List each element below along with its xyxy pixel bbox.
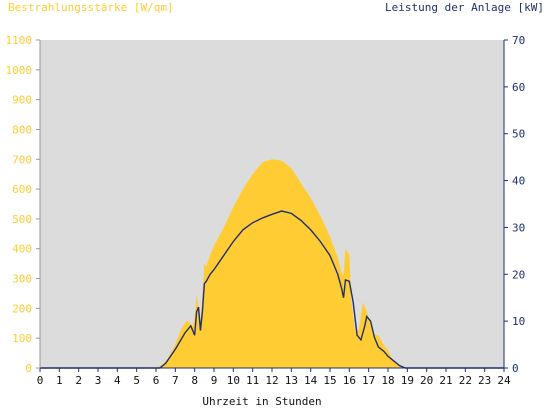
x-tick-label: 2 bbox=[75, 374, 82, 387]
x-tick-label: 1 bbox=[56, 374, 63, 387]
power-line bbox=[40, 210, 504, 369]
x-tick-label: 4 bbox=[114, 374, 121, 387]
x-tick-label: 13 bbox=[285, 374, 298, 387]
y-right-tick-label: 40 bbox=[512, 175, 525, 188]
y-left-tick-label: 800 bbox=[12, 123, 32, 136]
y-left-tick-label: 200 bbox=[12, 302, 32, 315]
y-left-tick-label: 100 bbox=[12, 332, 32, 345]
y-left-tick-group: 0 100 200 300 400 500 600 700 800 900 1000 1100 bbox=[6, 34, 40, 375]
x-tick-label: 12 bbox=[265, 374, 278, 387]
x-tick-label: 17 bbox=[362, 374, 375, 387]
x-tick-label: 5 bbox=[133, 374, 140, 387]
y-left-tick-label: 600 bbox=[12, 183, 32, 196]
x-tick-group: 0 1 2 3 4 5 6 7 8 9 10 11 12 13 14 15 16 17 18 19 20 21 22 23 24 bbox=[37, 368, 511, 387]
y-left-tick-label: 1000 bbox=[6, 64, 33, 77]
x-tick-label: 23 bbox=[478, 374, 491, 387]
x-tick-label: 21 bbox=[439, 374, 452, 387]
y-right-tick-label: 20 bbox=[512, 268, 525, 281]
y-right-tick-label: 30 bbox=[512, 221, 525, 234]
y-right-axis-title: Leistung der Anlage [kW] bbox=[385, 1, 544, 14]
x-tick-label: 20 bbox=[420, 374, 433, 387]
x-tick-label: 22 bbox=[459, 374, 472, 387]
x-tick-label: 11 bbox=[246, 374, 259, 387]
y-left-tick-label: 900 bbox=[12, 94, 32, 107]
y-left-tick-label: 500 bbox=[12, 213, 32, 226]
x-tick-label: 19 bbox=[401, 374, 414, 387]
x-tick-label: 7 bbox=[172, 374, 179, 387]
y-right-tick-label: 60 bbox=[512, 81, 525, 94]
x-axis-title: Uhrzeit in Stunden bbox=[202, 395, 321, 408]
y-left-tick-label: 400 bbox=[12, 243, 32, 256]
x-tick-label: 0 bbox=[37, 374, 44, 387]
y-right-tick-label: 10 bbox=[512, 315, 525, 328]
x-tick-label: 9 bbox=[211, 374, 218, 387]
x-tick-label: 6 bbox=[153, 374, 160, 387]
x-tick-label: 15 bbox=[323, 374, 336, 387]
x-tick-label: 8 bbox=[191, 374, 198, 387]
y-right-tick-group: 0 10 20 30 40 50 60 70 bbox=[504, 34, 525, 375]
irradiance-area bbox=[40, 159, 504, 368]
y-left-tick-label: 700 bbox=[12, 153, 32, 166]
irradiance-area-group bbox=[40, 159, 504, 368]
x-tick-label: 24 bbox=[497, 374, 511, 387]
y-left-tick-label: 300 bbox=[12, 273, 32, 286]
x-tick-label: 14 bbox=[304, 374, 318, 387]
y-left-tick-label: 1100 bbox=[6, 34, 33, 47]
x-tick-label: 18 bbox=[381, 374, 394, 387]
y-right-tick-label: 0 bbox=[512, 362, 519, 375]
power-line-group bbox=[40, 210, 504, 369]
y-right-tick-label: 70 bbox=[512, 34, 525, 47]
y-left-tick-label: 0 bbox=[25, 362, 32, 375]
y-right-tick-label: 50 bbox=[512, 128, 525, 141]
x-tick-label: 3 bbox=[95, 374, 102, 387]
y-left-axis-title: Bestrahlungsstärke [W/qm] bbox=[8, 1, 174, 14]
x-tick-label: 10 bbox=[227, 374, 240, 387]
x-tick-label: 16 bbox=[343, 374, 356, 387]
